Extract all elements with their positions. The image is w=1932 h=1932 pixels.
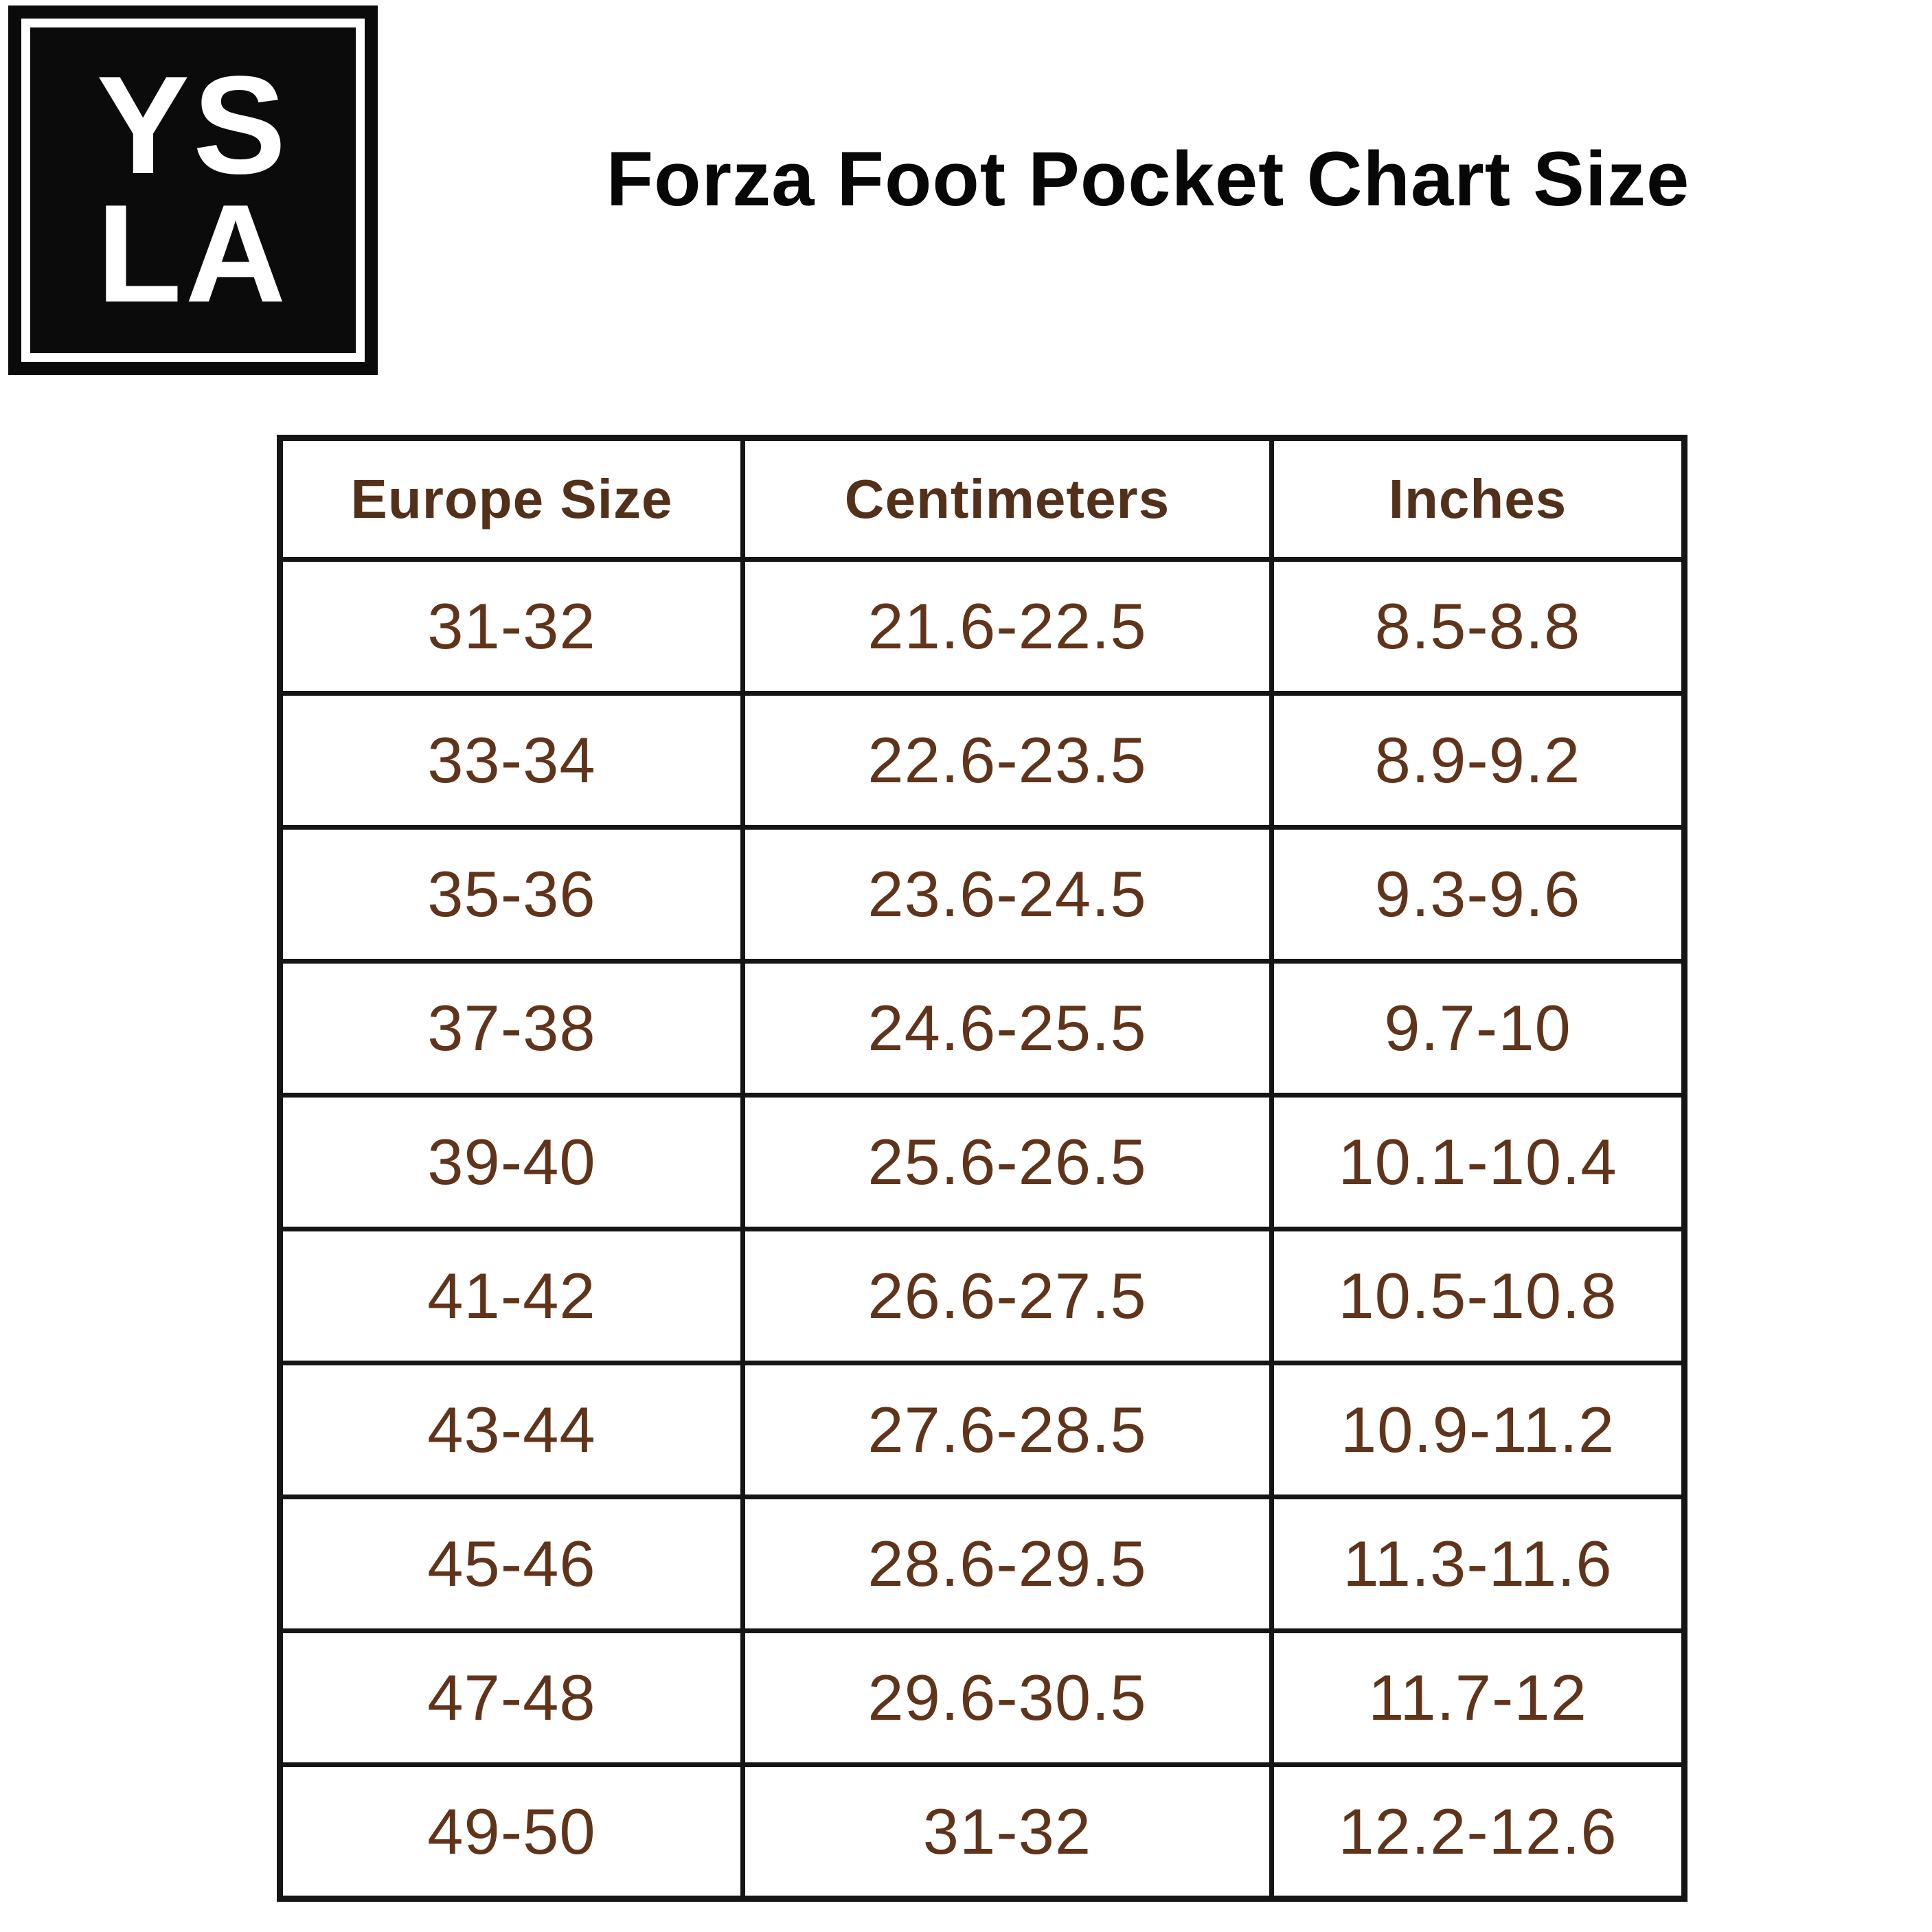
cell-europe-size: 33-34 [277,691,745,830]
cell-inches: 8.5-8.8 [1269,557,1687,696]
cell-inches: 10.1-10.4 [1269,1093,1687,1231]
table-row: 43-44 27.6-28.5 10.9-11.2 [277,1361,1687,1499]
table-row: 41-42 26.6-27.5 10.5-10.8 [277,1227,1687,1365]
table-row: 37-38 24.6-25.5 9.7-10 [277,959,1687,1098]
table-header-row: Europe Size Centimeters Inches [277,435,1687,562]
cell-europe-size: 47-48 [277,1628,745,1767]
logo-frame [21,19,365,362]
cell-inches: 8.9-9.2 [1269,691,1687,830]
cell-europe-size: 41-42 [277,1227,745,1365]
cell-centimeters: 31-32 [740,1762,1274,1901]
header-cell-inches: Inches [1269,435,1687,562]
cell-inches: 11.3-11.6 [1269,1495,1687,1633]
cell-europe-size: 49-50 [277,1762,745,1901]
cell-inches: 11.7-12 [1269,1628,1687,1767]
table-row: 47-48 29.6-30.5 11.7-12 [277,1628,1687,1767]
cell-centimeters: 22.6-23.5 [740,691,1274,830]
brand-logo: YS LA [8,5,378,375]
header-cell-centimeters: Centimeters [740,435,1274,562]
table-row: 49-50 31-32 12.2-12.6 [277,1762,1687,1901]
cell-centimeters: 29.6-30.5 [740,1628,1274,1767]
table-row: 35-36 23.6-24.5 9.3-9.6 [277,825,1687,964]
logo-line-2: LA [96,176,290,332]
cell-centimeters: 21.6-22.5 [740,557,1274,696]
cell-centimeters: 26.6-27.5 [740,1227,1274,1365]
cell-europe-size: 43-44 [277,1361,745,1499]
cell-inches: 10.5-10.8 [1269,1227,1687,1365]
cell-centimeters: 28.6-29.5 [740,1495,1274,1633]
cell-inches: 9.7-10 [1269,959,1687,1098]
cell-centimeters: 23.6-24.5 [740,825,1274,964]
logo-line-1: YS [96,47,290,204]
cell-europe-size: 39-40 [277,1093,745,1231]
cell-inches: 10.9-11.2 [1269,1361,1687,1499]
cell-europe-size: 31-32 [277,557,745,696]
cell-europe-size: 45-46 [277,1495,745,1633]
cell-inches: 12.2-12.6 [1269,1762,1687,1901]
cell-centimeters: 27.6-28.5 [740,1361,1274,1499]
header-cell-europe-size: Europe Size [277,435,745,562]
cell-inches: 9.3-9.6 [1269,825,1687,964]
table-row: 45-46 28.6-29.5 11.3-11.6 [277,1495,1687,1633]
table-row: 39-40 25.6-26.5 10.1-10.4 [277,1093,1687,1231]
cell-centimeters: 24.6-25.5 [740,959,1274,1098]
page-title: Forza Foot Pocket Chart Size [606,136,1690,222]
cell-europe-size: 37-38 [277,959,745,1098]
cell-centimeters: 25.6-26.5 [740,1093,1274,1231]
cell-europe-size: 35-36 [277,825,745,964]
table-row: 31-32 21.6-22.5 8.5-8.8 [277,557,1687,696]
logo-text: YS LA [8,5,378,375]
size-chart-table: Europe Size Centimeters Inches 31-32 21.… [277,435,1687,1902]
table-row: 33-34 22.6-23.5 8.9-9.2 [277,691,1687,830]
